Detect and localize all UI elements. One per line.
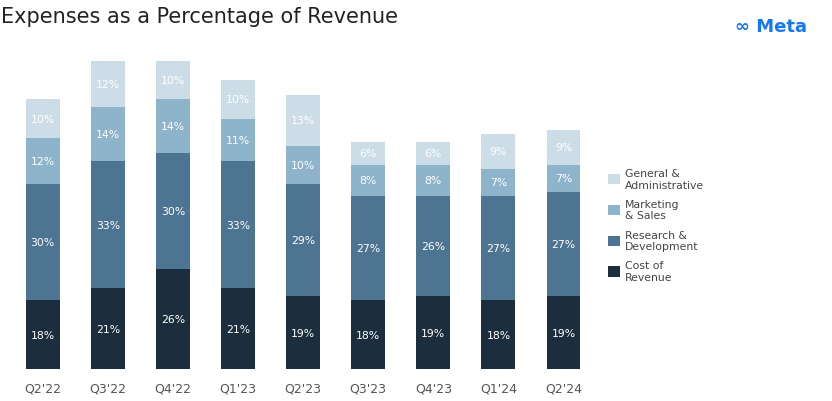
Bar — [547, 296, 581, 369]
Text: 26%: 26% — [161, 314, 185, 324]
Text: 7%: 7% — [555, 174, 572, 184]
Bar — [156, 269, 190, 369]
Bar — [482, 300, 515, 369]
Bar — [286, 184, 320, 296]
Text: 18%: 18% — [356, 330, 380, 340]
Text: 14%: 14% — [96, 130, 120, 140]
Text: 27%: 27% — [487, 243, 511, 253]
Bar — [547, 131, 581, 165]
Bar — [91, 162, 125, 289]
Text: 9%: 9% — [490, 147, 507, 157]
Bar — [156, 100, 190, 154]
Text: 14%: 14% — [161, 122, 185, 132]
Bar — [91, 289, 125, 369]
Bar — [286, 96, 320, 146]
Text: 13%: 13% — [291, 116, 315, 126]
Bar — [91, 61, 125, 108]
Bar — [26, 100, 60, 138]
Text: 6%: 6% — [424, 149, 442, 159]
Bar — [416, 296, 450, 369]
Bar — [351, 165, 385, 196]
Text: 21%: 21% — [96, 324, 120, 334]
Bar — [416, 142, 450, 165]
Text: 11%: 11% — [226, 136, 250, 146]
Bar — [156, 154, 190, 269]
Text: 10%: 10% — [161, 76, 185, 86]
Text: 19%: 19% — [291, 328, 315, 338]
Bar — [482, 196, 515, 300]
Text: 30%: 30% — [31, 237, 55, 247]
Bar — [26, 300, 60, 369]
Text: 29%: 29% — [291, 235, 315, 245]
Text: 21%: 21% — [226, 324, 250, 334]
Bar — [416, 165, 450, 196]
Text: 27%: 27% — [552, 239, 576, 249]
Text: 6%: 6% — [359, 149, 377, 159]
Text: 12%: 12% — [31, 156, 55, 166]
Text: 8%: 8% — [424, 176, 442, 186]
Bar — [91, 108, 125, 162]
Text: 12%: 12% — [96, 80, 120, 89]
Bar — [156, 61, 190, 100]
Bar — [26, 184, 60, 300]
Bar — [26, 138, 60, 184]
Text: 18%: 18% — [31, 330, 55, 340]
Text: 27%: 27% — [356, 243, 380, 253]
Text: 33%: 33% — [226, 220, 250, 230]
Bar — [351, 300, 385, 369]
Text: 7%: 7% — [490, 178, 507, 188]
Bar — [221, 162, 255, 289]
Text: 8%: 8% — [359, 176, 377, 186]
Bar — [286, 296, 320, 369]
Bar — [221, 289, 255, 369]
Bar — [221, 119, 255, 162]
Bar — [482, 169, 515, 196]
Bar — [286, 146, 320, 184]
Text: 18%: 18% — [487, 330, 511, 340]
Text: 10%: 10% — [226, 95, 250, 105]
Bar — [221, 81, 255, 119]
Bar — [482, 135, 515, 169]
Legend: General &
Administrative, Marketing
& Sales, Research &
Development, Cost of
Rev: General & Administrative, Marketing & Sa… — [607, 168, 704, 282]
Text: 10%: 10% — [31, 114, 55, 124]
Text: 10%: 10% — [291, 160, 315, 170]
Bar — [547, 192, 581, 296]
Text: ∞ Meta: ∞ Meta — [735, 18, 807, 36]
Text: 9%: 9% — [555, 143, 572, 153]
Text: 33%: 33% — [96, 220, 120, 230]
Bar — [351, 196, 385, 300]
Text: 19%: 19% — [552, 328, 576, 338]
Bar — [416, 196, 450, 296]
Bar — [547, 165, 581, 192]
Text: Expenses as a Percentage of Revenue: Expenses as a Percentage of Revenue — [1, 7, 398, 27]
Bar — [351, 142, 385, 165]
Text: 26%: 26% — [421, 241, 445, 251]
Text: 30%: 30% — [161, 207, 185, 217]
Text: 19%: 19% — [421, 328, 445, 338]
